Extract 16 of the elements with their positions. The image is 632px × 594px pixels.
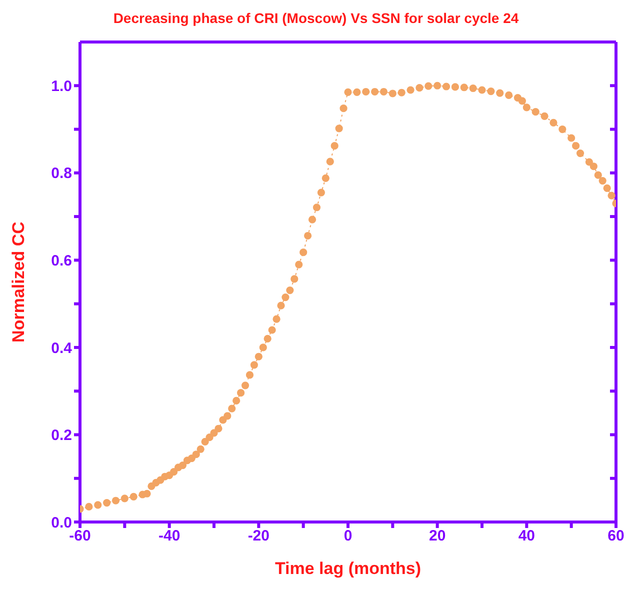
x-tick-label: 60 (608, 528, 624, 545)
y-tick-label: 1.0 (51, 78, 72, 95)
x-tick-label: -40 (158, 528, 180, 545)
y-tick-label: 0.8 (51, 165, 72, 182)
y-tick-label: 0.6 (51, 252, 72, 270)
x-tick-label: -20 (248, 528, 270, 545)
y-tick-label: 0.4 (51, 340, 73, 357)
y-tick-label: 0.0 (51, 514, 72, 532)
y-axis-title: Normalized CC (9, 222, 28, 342)
x-tick-label: -60 (69, 528, 91, 545)
y-tick-label: 0.2 (51, 427, 72, 444)
x-tick-label: 20 (428, 528, 446, 545)
x-axis-title: Time lag (months) (274, 559, 422, 578)
chart-title: Decreasing phase of CRI (Moscow) Vs SSN for solar cycle 24 (112, 9, 520, 28)
x-tick-label: 40 (518, 528, 536, 545)
x-tick-label: 0 (344, 528, 352, 545)
